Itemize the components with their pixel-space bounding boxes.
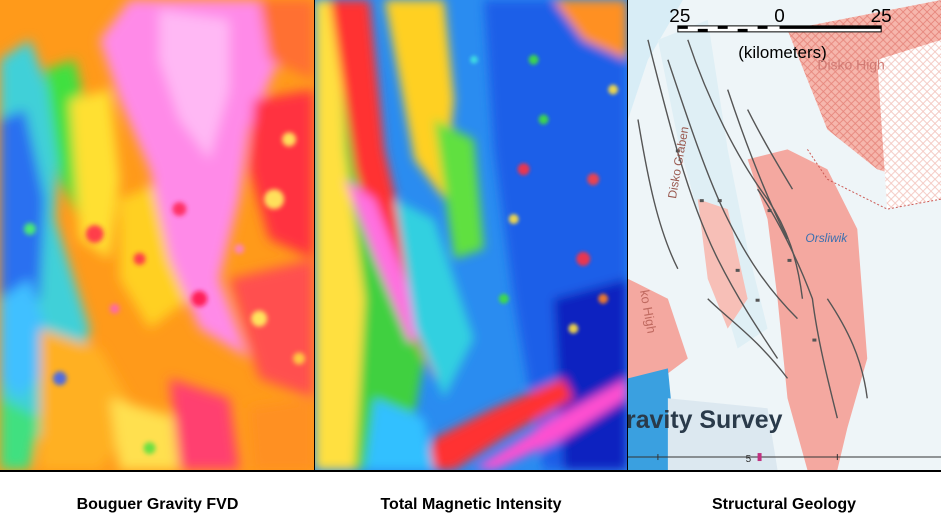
fault-lines: [637, 39, 868, 419]
gravity-survey-label: ravity Survey: [628, 406, 783, 434]
gravity-area-left: [628, 278, 688, 389]
bouguer-gravity-caption: Bouguer Gravity FVD: [76, 496, 239, 513]
fault-ticks: [675, 149, 817, 342]
scale-right-label: 25: [871, 6, 892, 27]
deep-water-area: [628, 368, 678, 470]
scale-bar: 25 0 25 (kilometers): [669, 6, 891, 62]
total-magnetic-intensity-map: [314, 0, 628, 472]
scale-left-label: 25: [669, 6, 690, 27]
structural-geology-image: 25 0 25 (kilometers) Disko High Disko Gr…: [628, 0, 941, 470]
gravity-area-center: [747, 149, 868, 470]
scale-mid-label: 0: [774, 6, 785, 27]
magnetic-intensity-image: [315, 0, 627, 470]
disko-high-label: Disko High: [817, 57, 884, 73]
ko-high-label: ko High: [637, 289, 659, 335]
structural-geology-caption: Structural Geology: [711, 496, 857, 513]
structural-geology-map: 25 0 25 (kilometers) Disko High Disko Gr…: [627, 0, 941, 472]
grid-number-label: 5: [746, 454, 752, 465]
bouguer-gravity-map: [0, 0, 315, 472]
scale-unit-label: (kilometers): [738, 43, 826, 62]
magnetic-intensity-caption: Total Magnetic Intensity: [380, 496, 562, 513]
orsliwik-label: Orsliwik: [805, 231, 848, 245]
bouguer-gravity-image: [0, 0, 314, 470]
